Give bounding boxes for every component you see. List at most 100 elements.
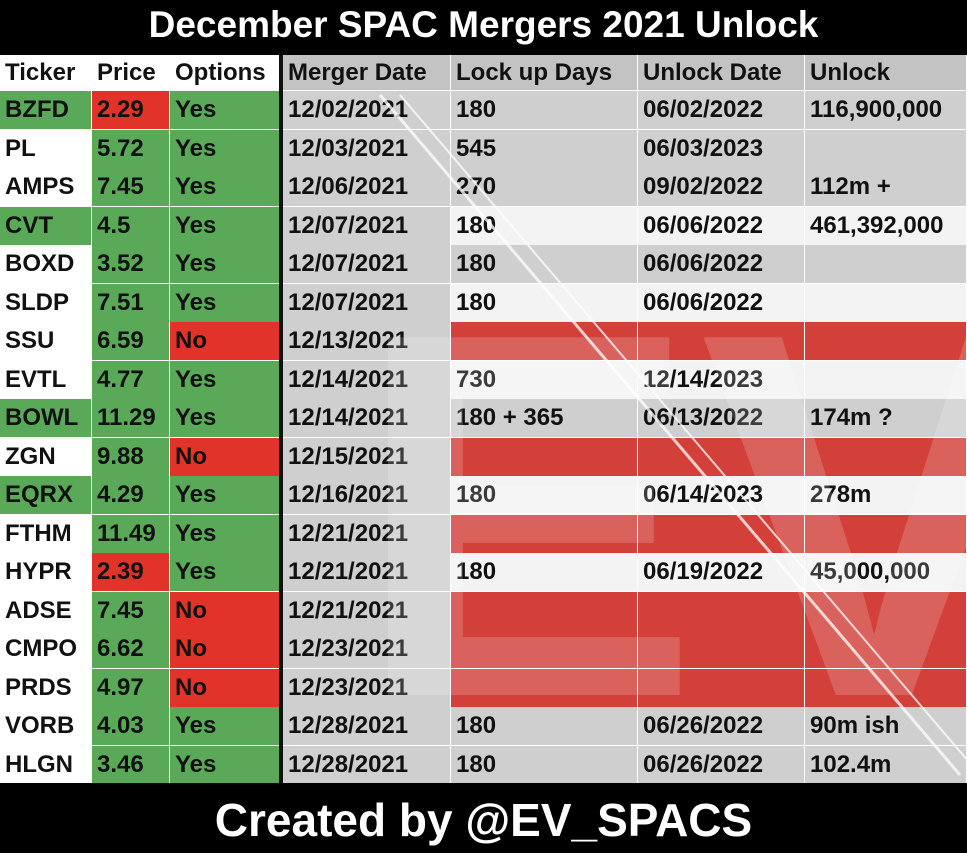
cell-unlock-amount: 90m ish bbox=[805, 707, 967, 746]
cell-options: Yes bbox=[170, 129, 283, 169]
cell-unlock-date: 06/26/2022 bbox=[638, 745, 805, 783]
column-header-lockup-days: Lock up Days bbox=[451, 55, 638, 91]
cell-merger-date: 12/13/2021 bbox=[283, 322, 451, 361]
cell-lockup-days: 180 bbox=[451, 745, 638, 783]
column-header-price: Price bbox=[92, 55, 170, 91]
cell-ticker: BZFD bbox=[0, 91, 92, 130]
cell-lockup-days: 180 bbox=[451, 553, 638, 592]
cell-unlock-date bbox=[638, 668, 805, 708]
cell-merger-date: 12/07/2021 bbox=[283, 245, 451, 284]
cell-options: Yes bbox=[170, 399, 283, 438]
cell-unlock-date: 06/06/2022 bbox=[638, 283, 805, 323]
cell-merger-date: 12/23/2021 bbox=[283, 668, 451, 708]
cell-lockup-days bbox=[451, 514, 638, 554]
column-separator bbox=[279, 55, 283, 783]
cell-merger-date: 12/21/2021 bbox=[283, 591, 451, 631]
cell-unlock-date bbox=[638, 591, 805, 631]
cell-lockup-days: 180 + 365 bbox=[451, 399, 638, 438]
cell-merger-date: 12/28/2021 bbox=[283, 707, 451, 746]
cell-lockup-days bbox=[451, 437, 638, 477]
cell-unlock-amount bbox=[805, 283, 967, 323]
cell-options: Yes bbox=[170, 283, 283, 323]
cell-price: 3.46 bbox=[92, 745, 170, 783]
cell-options: Yes bbox=[170, 745, 283, 783]
cell-lockup-days: 180 bbox=[451, 245, 638, 284]
cell-price: 11.49 bbox=[92, 514, 170, 554]
cell-merger-date: 12/21/2021 bbox=[283, 514, 451, 554]
cell-merger-date: 12/02/2021 bbox=[283, 91, 451, 130]
cell-unlock-amount: 112m + bbox=[805, 168, 967, 207]
cell-lockup-days: 180 bbox=[451, 283, 638, 323]
cell-ticker: SLDP bbox=[0, 283, 92, 323]
cell-ticker: FTHM bbox=[0, 514, 92, 554]
cell-merger-date: 12/28/2021 bbox=[283, 745, 451, 783]
cell-price: 2.29 bbox=[92, 91, 170, 130]
cell-ticker: VORB bbox=[0, 707, 92, 746]
cell-options: No bbox=[170, 630, 283, 669]
spac-table: Ticker Price Options Merger Date Lock up Day… bbox=[0, 55, 967, 783]
cell-price: 6.59 bbox=[92, 322, 170, 361]
column-header-options: Options bbox=[170, 55, 283, 91]
cell-unlock-amount: 461,392,000 bbox=[805, 206, 967, 246]
cell-options: No bbox=[170, 322, 283, 361]
cell-unlock-amount: 102.4m bbox=[805, 745, 967, 783]
cell-merger-date: 12/14/2021 bbox=[283, 399, 451, 438]
cell-unlock-amount bbox=[805, 514, 967, 554]
cell-unlock-date: 12/14/2023 bbox=[638, 360, 805, 400]
cell-options: Yes bbox=[170, 514, 283, 554]
cell-price: 9.88 bbox=[92, 437, 170, 477]
cell-lockup-days bbox=[451, 591, 638, 631]
cell-unlock-amount bbox=[805, 322, 967, 361]
cell-price: 7.45 bbox=[92, 168, 170, 207]
column-header-ticker: Ticker bbox=[0, 55, 92, 91]
cell-lockup-days: 180 bbox=[451, 707, 638, 746]
cell-options: Yes bbox=[170, 476, 283, 515]
cell-merger-date: 12/07/2021 bbox=[283, 206, 451, 246]
cell-unlock-date: 06/19/2022 bbox=[638, 553, 805, 592]
cell-lockup-days: 545 bbox=[451, 129, 638, 169]
cell-lockup-days: 180 bbox=[451, 91, 638, 130]
cell-unlock-amount bbox=[805, 437, 967, 477]
cell-lockup-days: 180 bbox=[451, 476, 638, 515]
cell-options: Yes bbox=[170, 553, 283, 592]
cell-options: No bbox=[170, 591, 283, 631]
cell-ticker: CMPO bbox=[0, 630, 92, 669]
cell-ticker: HYPR bbox=[0, 553, 92, 592]
cell-unlock-amount bbox=[805, 668, 967, 708]
cell-merger-date: 12/23/2021 bbox=[283, 630, 451, 669]
cell-merger-date: 12/07/2021 bbox=[283, 283, 451, 323]
cell-ticker: CVT bbox=[0, 206, 92, 246]
cell-lockup-days: 180 bbox=[451, 206, 638, 246]
cell-price: 7.45 bbox=[92, 591, 170, 631]
cell-unlock-amount bbox=[805, 591, 967, 631]
cell-options: Yes bbox=[170, 206, 283, 246]
cell-unlock-amount bbox=[805, 129, 967, 169]
cell-options: Yes bbox=[170, 168, 283, 207]
column-header-unlock-amount: Unlock bbox=[805, 55, 967, 91]
cell-unlock-amount bbox=[805, 630, 967, 669]
cell-price: 4.77 bbox=[92, 360, 170, 400]
cell-unlock-date: 06/26/2022 bbox=[638, 707, 805, 746]
cell-price: 2.39 bbox=[92, 553, 170, 592]
cell-merger-date: 12/14/2021 bbox=[283, 360, 451, 400]
cell-options: No bbox=[170, 437, 283, 477]
cell-lockup-days bbox=[451, 668, 638, 708]
cell-merger-date: 12/03/2021 bbox=[283, 129, 451, 169]
cell-price: 7.51 bbox=[92, 283, 170, 323]
cell-lockup-days: 270 bbox=[451, 168, 638, 207]
cell-unlock-date bbox=[638, 322, 805, 361]
cell-options: Yes bbox=[170, 360, 283, 400]
cell-options: No bbox=[170, 668, 283, 708]
cell-merger-date: 12/16/2021 bbox=[283, 476, 451, 515]
cell-merger-date: 12/06/2021 bbox=[283, 168, 451, 207]
cell-price: 3.52 bbox=[92, 245, 170, 284]
cell-unlock-date: 06/14/2023 bbox=[638, 476, 805, 515]
cell-unlock-date: 06/13/2022 bbox=[638, 399, 805, 438]
cell-unlock-date: 06/02/2022 bbox=[638, 91, 805, 130]
column-header-merger-date: Merger Date bbox=[283, 55, 451, 91]
cell-options: Yes bbox=[170, 707, 283, 746]
credit-footer: Created by @EV_SPACS bbox=[214, 794, 753, 846]
cell-ticker: EQRX bbox=[0, 476, 92, 515]
cell-price: 4.5 bbox=[92, 206, 170, 246]
